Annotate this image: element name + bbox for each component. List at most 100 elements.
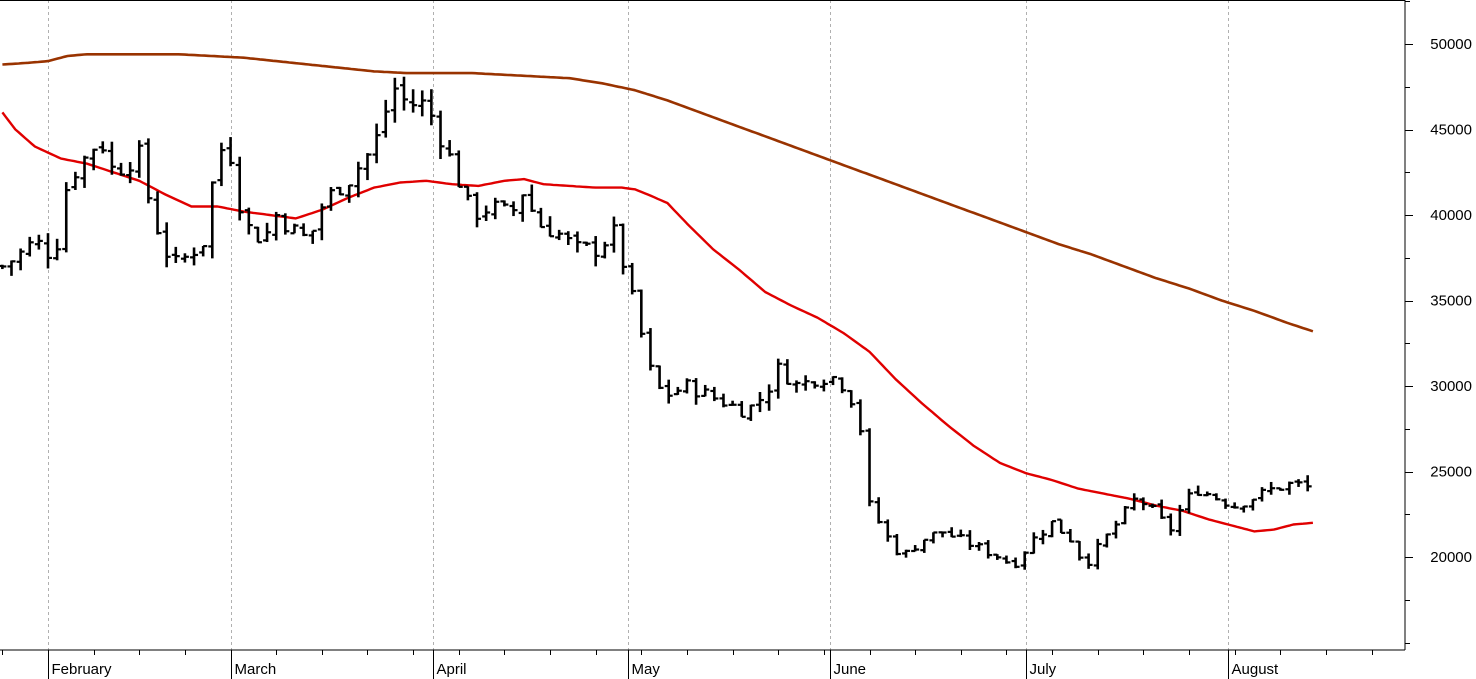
price-bar (765, 384, 774, 411)
price-bar (701, 384, 710, 398)
price-bar (436, 110, 445, 160)
price-bar (263, 222, 272, 243)
price-bar (1139, 497, 1148, 511)
price-bar (89, 148, 98, 171)
price-bar (336, 186, 345, 196)
price-bar (1276, 487, 1285, 491)
price-bar (354, 161, 363, 198)
price-bar (1267, 481, 1276, 495)
price-bar (956, 529, 965, 538)
price-bar (399, 76, 408, 111)
price-bar (609, 216, 618, 253)
price-bar (1102, 533, 1111, 548)
price-bar (874, 497, 883, 524)
price-bar (920, 538, 929, 553)
price-bar (1038, 529, 1047, 545)
price-bar (938, 531, 947, 538)
price-bar (44, 233, 52, 269)
price-bar (883, 519, 892, 542)
price-bar (126, 162, 135, 184)
price-bar (838, 377, 847, 394)
price-bar (637, 289, 646, 338)
price-bar (1294, 479, 1303, 487)
y-tick-label: 45000 (1430, 122, 1472, 139)
price-bar (1248, 498, 1257, 511)
price-bar (646, 328, 655, 371)
price-bar (755, 391, 764, 413)
moving-average-short (1, 111, 1314, 533)
price-bar (1002, 555, 1011, 564)
price-bar (1084, 553, 1093, 569)
price-bar (564, 231, 573, 246)
series-line-short (1, 111, 1314, 533)
price-bar (1148, 503, 1157, 508)
price-bar (1020, 551, 1029, 570)
price-bar (546, 216, 555, 238)
price-bar (829, 375, 838, 386)
price-bar (1212, 493, 1221, 501)
price-bar (281, 213, 290, 235)
price-bar (308, 229, 317, 244)
price-bar (34, 234, 43, 250)
price-bar (619, 223, 628, 275)
price-bar (144, 138, 153, 204)
price-bar (819, 379, 828, 392)
x-tick-label: April (437, 661, 467, 678)
price-bar (865, 428, 874, 507)
y-tick-label: 40000 (1430, 207, 1472, 224)
price-bar (728, 400, 737, 406)
price-bar (856, 399, 865, 436)
price-bar (929, 531, 938, 544)
price-bar (107, 141, 116, 175)
price-bar (317, 203, 326, 241)
price-bar (190, 247, 199, 266)
y-tick-label: 20000 (1430, 549, 1472, 566)
price-bar (98, 141, 107, 154)
price-bar (746, 404, 755, 421)
price-bar (518, 194, 527, 222)
price-bar (1057, 518, 1066, 534)
price-bar (774, 358, 783, 399)
price-bar (984, 540, 993, 559)
price-bar (573, 231, 582, 253)
x-tick-label: July (1030, 661, 1057, 678)
price-bar (810, 381, 819, 389)
x-tick-label: August (1232, 661, 1280, 678)
y-tick-label: 35000 (1430, 293, 1472, 310)
price-bar (527, 184, 536, 212)
price-bar (7, 260, 16, 276)
price-bar (1093, 538, 1102, 570)
price-bar (710, 386, 719, 402)
price-bar (975, 542, 984, 551)
y-tick-label: 50000 (1430, 36, 1472, 53)
price-bar (993, 553, 1002, 560)
price-bar (801, 375, 810, 391)
price-bar (792, 380, 801, 393)
price-bar (135, 140, 144, 178)
price-bar (326, 187, 335, 211)
price-bar (235, 156, 244, 221)
price-bar (555, 229, 564, 241)
y-tick-label: 25000 (1430, 464, 1472, 481)
price-bar (509, 201, 518, 217)
price-bar (1066, 529, 1075, 543)
price-bar (1203, 491, 1212, 497)
price-bar (911, 545, 920, 553)
x-tick-label: May (632, 661, 661, 678)
price-bar (1185, 488, 1193, 514)
price-bar (226, 137, 235, 167)
price-bar (180, 253, 189, 263)
price-bar (1075, 540, 1084, 561)
price-bar (1011, 557, 1020, 569)
price-bar (171, 246, 180, 263)
moving-average-long (2, 53, 1314, 333)
price-bar (16, 248, 25, 271)
price-bar (582, 241, 591, 246)
x-tick-label: June (834, 661, 867, 678)
price-bar (1029, 532, 1038, 555)
price-bar (1166, 513, 1175, 536)
x-tick-label: February (52, 661, 113, 678)
price-bar (783, 359, 792, 386)
